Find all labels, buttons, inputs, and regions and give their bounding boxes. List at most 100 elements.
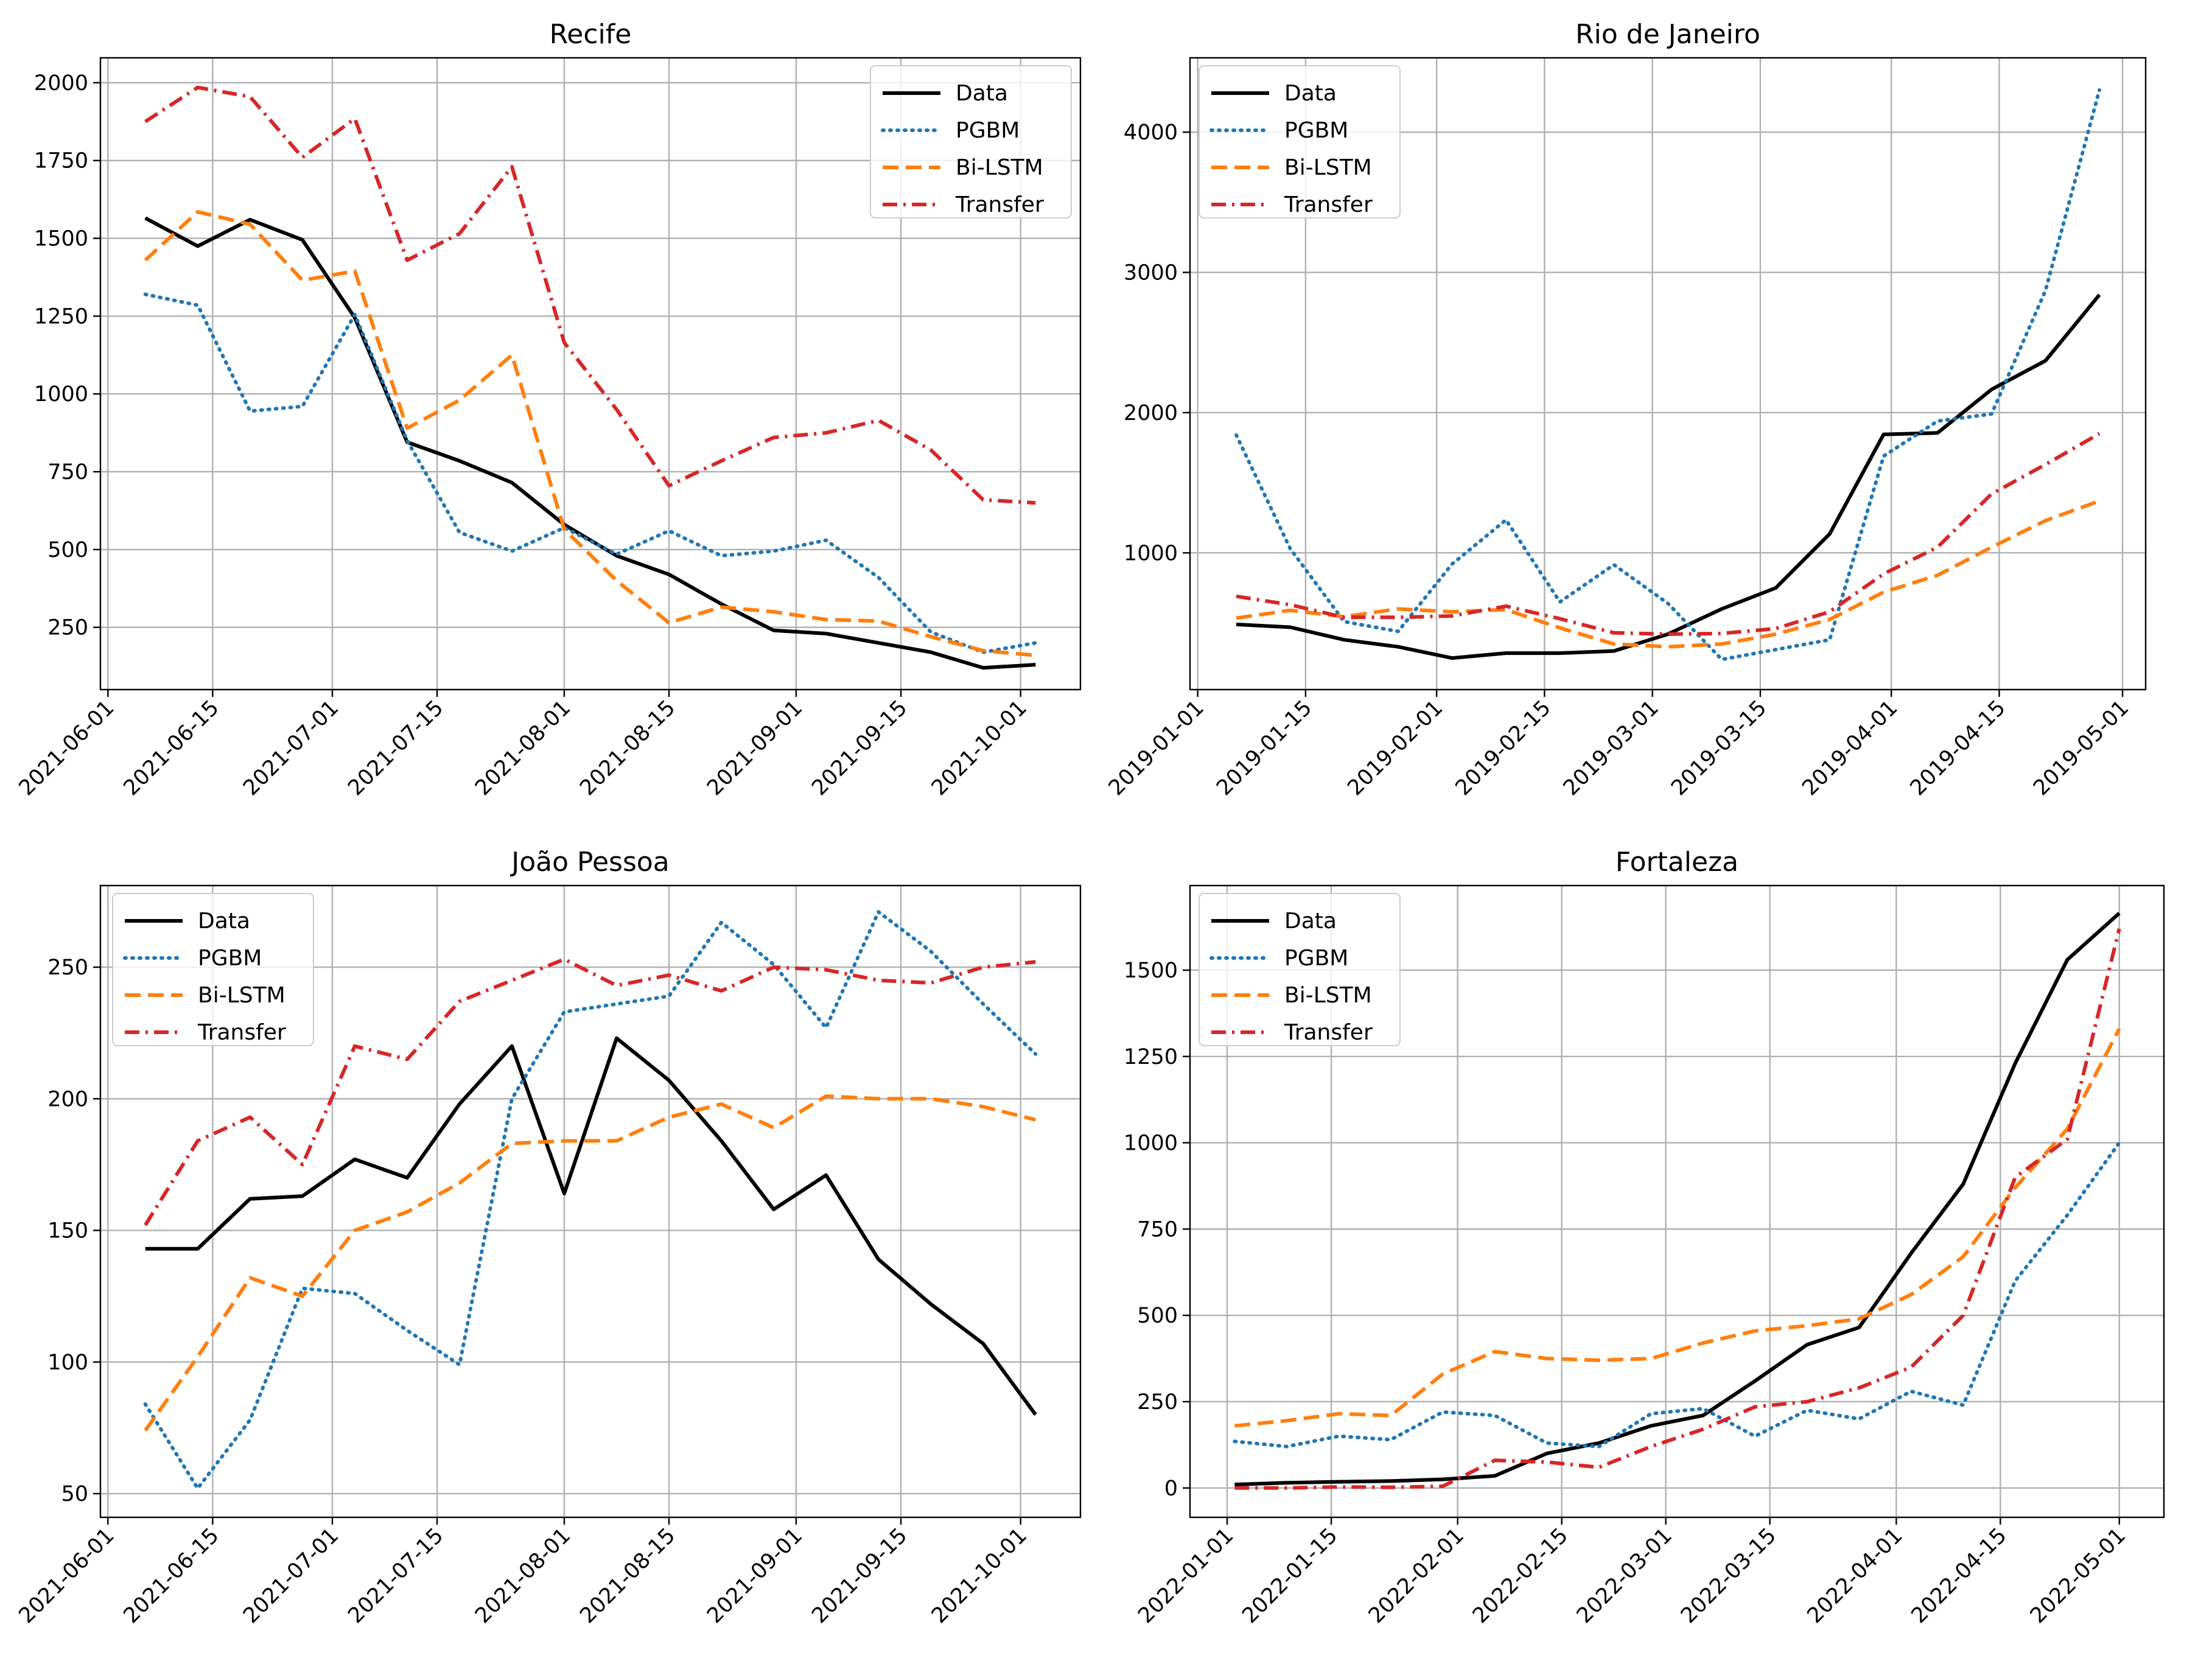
legend: Data PGBM Bi-LSTM Transfer (112, 893, 314, 1046)
panel-title: Recife (550, 19, 632, 50)
y-tick-label: 250 (1137, 1390, 1178, 1414)
x-tick-label: 2021-08-01 (471, 696, 575, 800)
x-tick-label: 2021-06-01 (15, 1523, 119, 1628)
y-tick-label: 750 (1137, 1217, 1178, 1242)
y-tick-label: 150 (47, 1219, 88, 1243)
series-line-transfer (1234, 928, 2121, 1490)
x-tick-label: 2022-02-15 (1468, 1523, 1573, 1628)
y-tick-label: 50 (61, 1482, 88, 1506)
y-tick-label: 1250 (34, 304, 88, 329)
x-tick-label: 2021-09-15 (807, 1523, 912, 1628)
legend-label: Data (1284, 81, 1337, 106)
legend-label: Bi-LSTM (198, 983, 285, 1008)
x-tick-label: 2021-07-15 (343, 1523, 448, 1628)
series-line-transfer (144, 957, 1036, 1226)
x-tick-label: 2021-07-01 (239, 696, 343, 800)
x-tick-label: 2021-10-01 (927, 1523, 1032, 1628)
x-tick-label: 2021-08-15 (575, 1523, 680, 1628)
x-tick-label: 2022-01-15 (1237, 1523, 1342, 1628)
y-tick-label: 1000 (34, 382, 88, 407)
legend-box (1199, 65, 1401, 218)
x-tick-label: 2022-05-01 (2026, 1523, 2130, 1628)
legend-label: PGBM (1284, 946, 1348, 971)
series-line-data (145, 1036, 1037, 1416)
y-tick-label: 4000 (1124, 121, 1178, 145)
panel-title: João Pessoa (509, 847, 670, 878)
x-tick-label: 2021-07-01 (239, 1523, 343, 1628)
series-line-pgbm (143, 292, 1038, 654)
axes-frame (99, 884, 1082, 1519)
series-line-bilstm (1234, 1028, 2121, 1428)
x-tick-label: 2021-09-15 (807, 696, 912, 800)
x-tick-label: 2021-08-01 (471, 1523, 575, 1628)
y-tick-label: 250 (47, 616, 88, 640)
x-tick-label: 2019-03-01 (1559, 696, 1664, 800)
legend-box (112, 893, 314, 1046)
legend-label: Data (956, 81, 1008, 106)
legend-label: Transfer (197, 1020, 286, 1045)
x-tick-label: 2021-08-15 (575, 696, 680, 800)
y-tick-label: 1750 (34, 149, 88, 173)
legend-label: Bi-LSTM (956, 155, 1043, 180)
y-tick-label: 750 (47, 460, 88, 484)
y-tick-label: 250 (47, 956, 88, 980)
series-line-pgbm (1234, 88, 2101, 662)
x-tick-label: 2021-06-15 (119, 696, 224, 800)
panel-4: 0 250 500 750 1000 1250 1500 2022-01-012022-01-… (1124, 847, 2165, 1628)
y-tick-label: 100 (47, 1351, 88, 1375)
y-tick-label: 1000 (1124, 1131, 1178, 1156)
y-tick-label: 1500 (34, 227, 88, 251)
y-tick-label: 1250 (1124, 1045, 1178, 1069)
x-tick-label: 2021-06-01 (15, 696, 119, 800)
panel-title: Rio de Janeiro (1575, 19, 1760, 50)
series-line-bilstm (144, 1094, 1037, 1432)
y-tick-label: 500 (47, 538, 88, 562)
x-tick-label: 2019-05-01 (2029, 696, 2133, 800)
legend-label: PGBM (1284, 118, 1348, 143)
series-line-data (1234, 912, 2121, 1487)
x-tick-label: 2021-10-01 (927, 696, 1032, 800)
legend-label: Bi-LSTM (1284, 155, 1372, 180)
series-line-pgbm (143, 910, 1038, 1491)
x-tick-label: 2022-04-01 (1803, 1523, 1908, 1628)
legend: Data PGBM Bi-LSTM Transfer (870, 65, 1072, 218)
series-line-bilstm (144, 210, 1036, 657)
y-tick-label: 200 (47, 1087, 88, 1111)
x-tick-label: 2019-02-15 (1451, 696, 1556, 800)
legend-label: Data (1284, 909, 1337, 934)
y-tick-label: 500 (1137, 1304, 1178, 1328)
x-tick-label: 2022-04-15 (1907, 1523, 2012, 1628)
legend-label: PGBM (956, 118, 1020, 143)
x-tick-label: 2022-03-15 (1676, 1523, 1781, 1628)
legend: Data PGBM Bi-LSTM Transfer (1199, 65, 1401, 218)
legend-label: Data (198, 909, 250, 934)
x-tick-label: 2019-01-15 (1212, 696, 1317, 800)
x-tick-label: 2019-04-01 (1797, 696, 1902, 800)
x-tick-label: 2022-02-01 (1364, 1523, 1469, 1628)
series-line-pgbm (1233, 1141, 2121, 1449)
legend: Data PGBM Bi-LSTM Transfer (1199, 893, 1401, 1046)
legend-label: Transfer (955, 192, 1044, 217)
axes-frame (1189, 884, 2165, 1519)
y-tick-label: 0 (1164, 1477, 1178, 1501)
y-tick-label: 2000 (1124, 401, 1178, 425)
legend-label: Transfer (1284, 1020, 1373, 1045)
series-line-data (144, 216, 1036, 670)
panel-title: Fortaleza (1615, 847, 1738, 878)
x-tick-label: 2019-01-01 (1104, 696, 1209, 800)
x-tick-label: 2021-06-15 (119, 1523, 224, 1628)
axes-frame (99, 57, 1082, 691)
legend-box (1199, 893, 1401, 1046)
x-tick-label: 2021-07-15 (343, 696, 448, 800)
y-tick-label: 3000 (1124, 261, 1178, 285)
x-tick-label: 2022-03-01 (1572, 1523, 1677, 1628)
series-line-transfer (144, 85, 1036, 505)
y-tick-label: 1000 (1124, 541, 1178, 565)
x-tick-label: 2019-02-01 (1343, 696, 1447, 800)
series-line-bilstm (1236, 499, 2101, 649)
legend-label: Transfer (1284, 192, 1373, 217)
legend-label: Bi-LSTM (1284, 983, 1372, 1008)
